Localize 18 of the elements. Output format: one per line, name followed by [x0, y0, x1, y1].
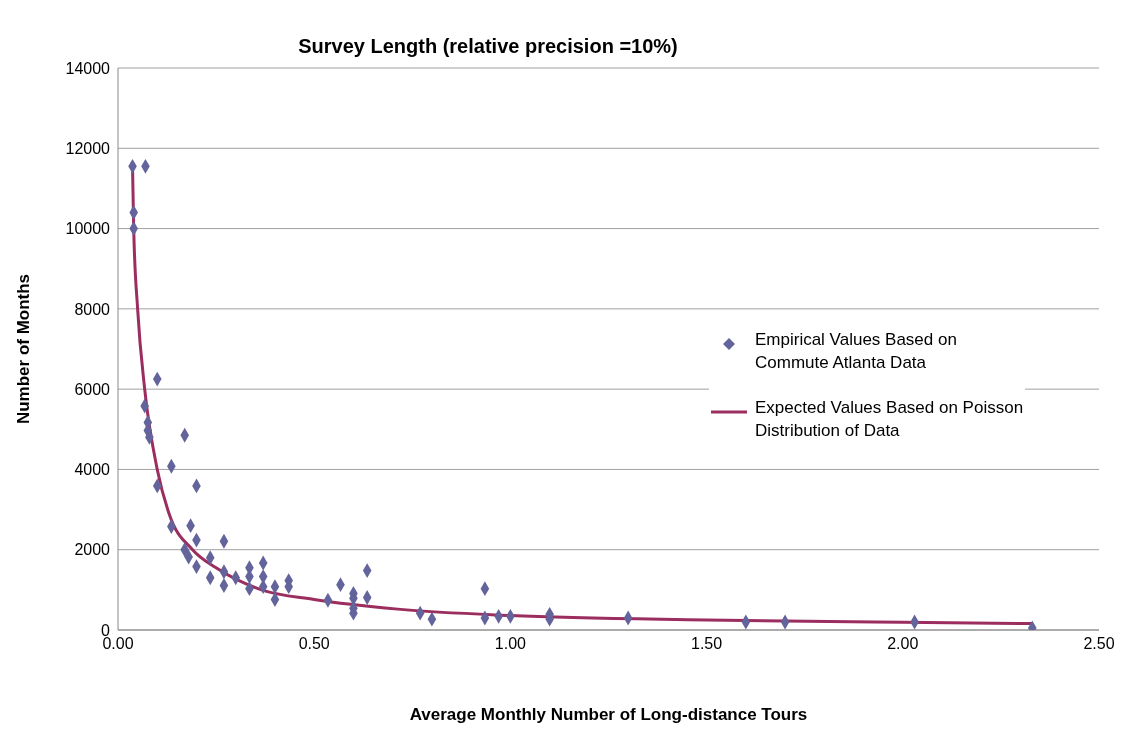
x-tick-label: 1.50 — [691, 635, 723, 653]
y-tick-label: 8000 — [74, 300, 111, 318]
y-tick-label: 14000 — [65, 59, 111, 77]
x-tick-label: 0.50 — [298, 635, 330, 653]
y-tick-label: 4000 — [74, 461, 111, 479]
x-tick-label: 2.50 — [1083, 635, 1115, 653]
x-axis-title: Average Monthly Number of Long-distance Tours — [409, 705, 808, 724]
legend-label: Expected Values Based on Poisson Distribution of Data — [755, 397, 1025, 442]
y-tick-label: 12000 — [65, 139, 111, 157]
y-axis-title: Number of Months — [14, 273, 34, 425]
y-tick-label: 10000 — [65, 220, 111, 238]
y-tick-label: 2000 — [74, 541, 111, 559]
x-tick-label: 2.00 — [887, 635, 919, 653]
x-tick-label: 0.00 — [102, 635, 134, 653]
x-tick-label: 1.00 — [494, 635, 527, 653]
chart-title: Survey Length (relative precision =10%) — [298, 35, 678, 57]
y-tick-label: 6000 — [74, 380, 111, 398]
legend-label: Empirical Values Based on Commute Atlanta Data — [755, 329, 958, 374]
